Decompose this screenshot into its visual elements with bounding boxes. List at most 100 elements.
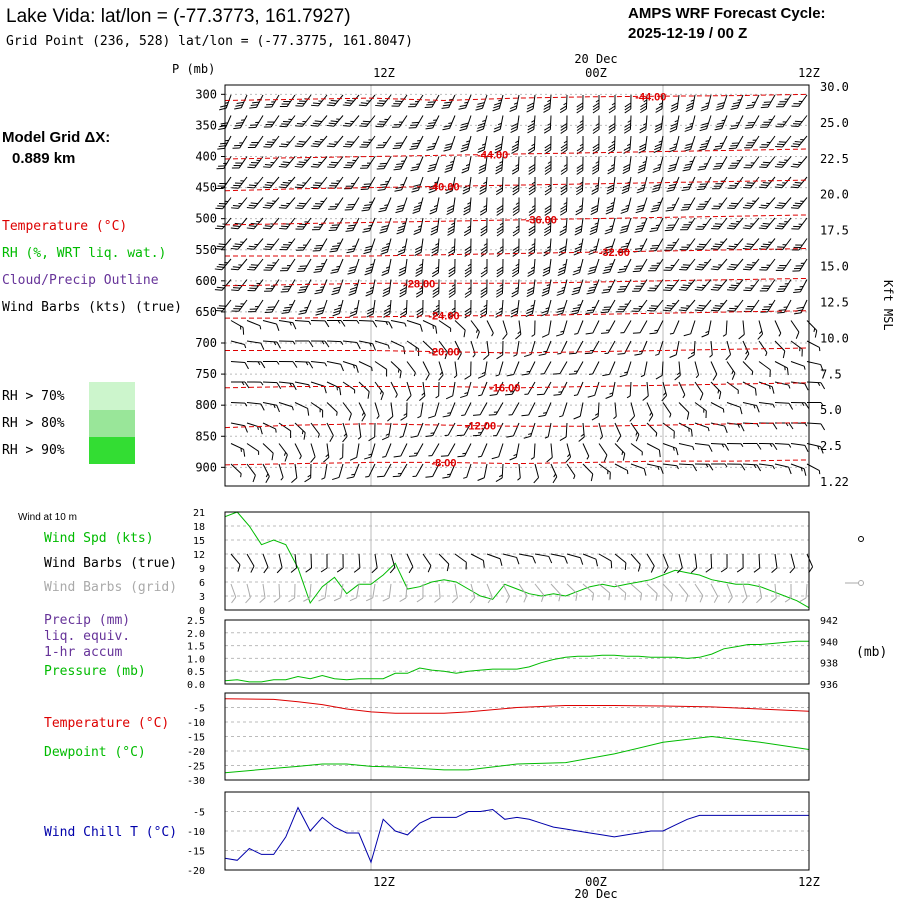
barb-flag (695, 228, 703, 230)
barb-flag (592, 102, 600, 108)
upper-air-wind-barb (470, 340, 476, 358)
barb-half-flag (818, 347, 821, 352)
barb-shaft (790, 443, 805, 446)
barb-flag (397, 228, 405, 232)
barb-half-flag (302, 244, 307, 246)
barb-flag (307, 408, 310, 416)
barb-shaft (342, 422, 348, 437)
upper-air-wind-barb (774, 340, 786, 359)
barb-flag (756, 464, 762, 472)
barb-flag (621, 225, 629, 228)
barb-flag (399, 293, 407, 298)
wind-chill-frame (224, 791, 810, 871)
barb-flag (636, 224, 645, 228)
upper-air-wind-barb (382, 279, 392, 297)
barb-flag (637, 564, 641, 572)
surface-wind-barb-grid (434, 583, 441, 603)
upper-air-wind-barb (294, 381, 311, 389)
barb-half-flag (417, 139, 421, 142)
upper-air-wind-barb (406, 320, 423, 332)
barb-shaft (643, 361, 648, 376)
barb-shaft (630, 583, 642, 594)
upper-air-wind-barb (623, 135, 632, 154)
barb-flag (713, 596, 719, 603)
barb-half-flag (557, 353, 561, 355)
upper-air-wind-barb (496, 238, 504, 257)
barb-flag (252, 475, 256, 483)
barb-shaft (294, 381, 309, 386)
barb-flag (682, 168, 690, 172)
upper-air-wind-barb (495, 361, 504, 377)
barb-flag (493, 128, 501, 133)
barb-shaft (334, 176, 344, 189)
barb-flag (364, 272, 372, 276)
barb-flag (692, 464, 698, 472)
isotherm-label: -8.00 (431, 457, 456, 469)
barb-flag (365, 269, 373, 273)
barb-flag (682, 264, 691, 266)
barb-flag (571, 309, 579, 313)
barb-flag (245, 597, 251, 604)
barb-shaft (669, 299, 680, 312)
barb-flag (393, 124, 401, 126)
barb-shaft (564, 238, 568, 253)
barb-half-flag (558, 391, 563, 393)
barb-shaft (707, 320, 712, 335)
barb-flag (284, 306, 292, 309)
barb-half-flag (382, 455, 386, 458)
barb-flag (462, 187, 470, 192)
cross-section-gridlines (225, 85, 809, 486)
barb-flag (298, 312, 306, 315)
barb-shaft (238, 299, 248, 312)
barb-flag (730, 202, 739, 205)
barb-flag (744, 245, 753, 248)
barb-flag (480, 228, 488, 234)
upper-air-wind-barb (247, 135, 264, 149)
barb-shaft (656, 217, 664, 231)
upper-air-wind-barb (506, 422, 520, 438)
barb-flag (416, 290, 423, 295)
surface-wind-barb-grid (518, 583, 528, 603)
barb-shaft (774, 463, 789, 468)
barb-flag (771, 386, 775, 394)
barb-shaft (294, 422, 306, 433)
height-tick-label: 10.0 (820, 331, 849, 345)
barb-flag (388, 321, 393, 329)
barb-flag (731, 162, 739, 164)
barb-flag (683, 333, 691, 337)
barb-flag (714, 305, 723, 307)
barb-half-flag (477, 432, 482, 434)
barb-flag (760, 184, 769, 187)
barb-shaft (726, 583, 733, 598)
barb-flag (772, 443, 778, 451)
barb-shaft (449, 463, 456, 478)
barb-half-flag (368, 224, 372, 227)
barb-flag (349, 289, 357, 293)
barb-shaft (549, 217, 552, 233)
barb-flag (592, 167, 599, 172)
barb-shaft (230, 553, 241, 566)
barb-shaft (565, 217, 568, 232)
barb-shaft (255, 115, 264, 128)
barb-flag (544, 143, 552, 149)
barb-flag (365, 292, 373, 297)
barb-shaft (706, 115, 712, 129)
barb-flag (412, 210, 420, 214)
barb-flag (740, 424, 745, 432)
value-tick-label: 1.5 (187, 642, 205, 653)
barb-flag (295, 207, 303, 210)
barb-half-flag (415, 347, 417, 351)
upper-air-wind-barb (794, 299, 808, 315)
barb-shaft (685, 279, 696, 291)
barb-flag (448, 249, 455, 254)
barb-shaft (701, 279, 712, 291)
barb-flag (495, 190, 503, 196)
barb-shaft (256, 94, 264, 108)
upper-air-wind-barb (538, 340, 552, 356)
barb-shaft (611, 217, 616, 232)
barb-shaft (783, 299, 792, 313)
barb-flag (444, 101, 452, 104)
upper-air-wind-barb (342, 402, 352, 421)
barb-shaft (579, 238, 584, 253)
barb-flag (360, 188, 368, 191)
